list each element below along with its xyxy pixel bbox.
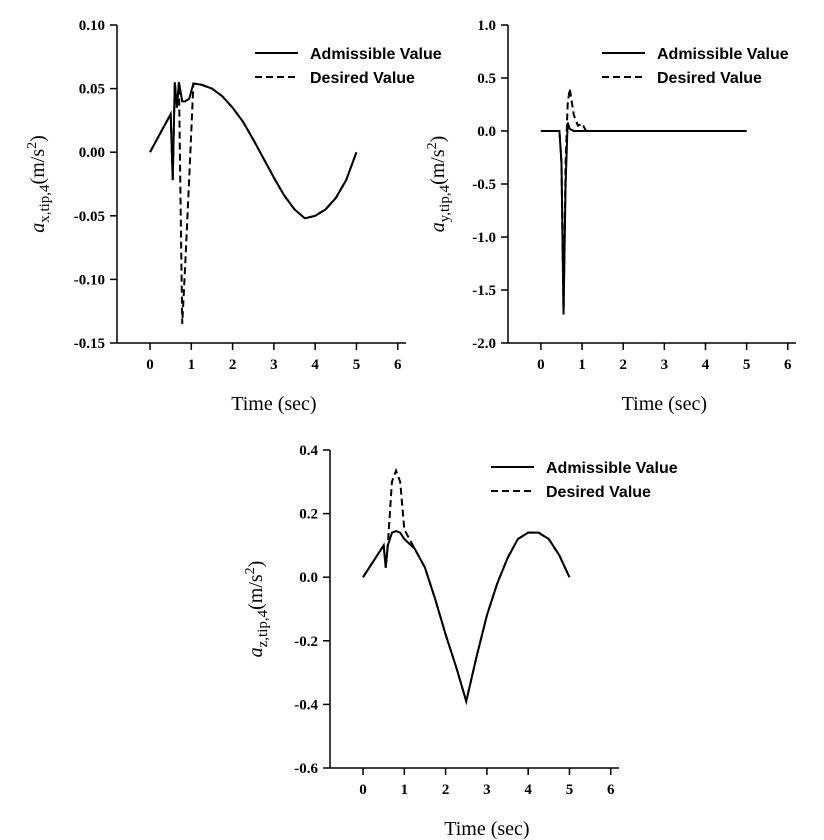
y-tick-label: 0.05 [79, 82, 105, 98]
x-tick-label: 1 [188, 357, 196, 373]
x-tick-label: 1 [401, 782, 409, 798]
y-tick-label: 0.5 [477, 71, 496, 87]
y-label-end: ) [427, 136, 449, 143]
y-tick-label: -2.0 [472, 336, 496, 352]
y-axis-label: az,tip,4(m/s2) [243, 561, 271, 658]
legend-label: Admissible Value [546, 460, 678, 477]
series-line [540, 122, 747, 315]
x-tick-label: 5 [743, 357, 751, 373]
y-label-subscript: x,tip,4 [37, 184, 53, 223]
y-tick-label: -1.5 [472, 283, 496, 299]
y-tick-label: 0.00 [79, 145, 105, 161]
y-tick-label: 0.2 [299, 507, 318, 523]
series-line [540, 88, 747, 315]
x-tick-label: 3 [270, 357, 278, 373]
x-tick-label: 2 [229, 357, 237, 373]
legend-label: Desired Value [657, 70, 762, 87]
y-label-unit: (m/s [245, 574, 267, 610]
y-label-unit: (m/s [427, 149, 449, 185]
y-tick-label: -0.10 [74, 272, 105, 288]
x-tick-label: 6 [607, 782, 615, 798]
y-tick-label: -1.0 [472, 230, 496, 246]
y-tick-label: 0.10 [79, 18, 105, 34]
y-label-symbol: a [27, 223, 49, 233]
y-label-superscript: 2 [243, 567, 258, 574]
y-label-end: ) [245, 561, 267, 568]
y-label-superscript: 2 [425, 142, 440, 149]
y-axis-label: ax,tip,4(m/s2) [25, 135, 53, 233]
x-tick-label: 0 [146, 357, 154, 373]
y-tick-label: 1.0 [477, 18, 496, 34]
x-tick-label: 1 [578, 357, 586, 373]
x-tick-label: 3 [661, 357, 669, 373]
y-label-subscript: y,tip,4 [437, 184, 453, 222]
x-tick-label: 4 [524, 782, 532, 798]
y-label-symbol: a [245, 647, 267, 657]
x-tick-label: 0 [537, 357, 545, 373]
legend-label: Desired Value [310, 70, 415, 87]
x-tick-label: 4 [311, 357, 319, 373]
series-line [362, 467, 571, 706]
series-line [362, 530, 571, 706]
y-tick-label: -0.15 [74, 336, 105, 352]
x-tick-label: 4 [702, 357, 710, 373]
x-tick-label: 0 [359, 782, 367, 798]
x-tick-label: 5 [566, 782, 574, 798]
y-tick-label: -0.5 [472, 177, 496, 193]
y-tick-label: 0.4 [299, 443, 318, 459]
series-line [149, 82, 358, 324]
x-tick-label: 6 [394, 357, 402, 373]
y-label-subscript: z,tip,4 [255, 609, 271, 647]
y-tick-label: 0.0 [299, 570, 318, 586]
x-tick-label: 5 [353, 357, 361, 373]
y-tick-label: -0.05 [74, 209, 105, 225]
y-label-superscript: 2 [25, 142, 40, 149]
y-tick-label: -0.2 [294, 634, 318, 650]
x-tick-label: 2 [619, 357, 627, 373]
y-axis-label: ay,tip,4(m/s2) [425, 136, 453, 233]
legend-label: Desired Value [546, 484, 651, 501]
y-tick-label: -0.4 [294, 697, 318, 713]
y-tick-label: 0.0 [477, 124, 496, 140]
y-label-end: ) [27, 135, 49, 142]
x-axis-label: Time (sec) [622, 393, 707, 415]
x-axis-label: Time (sec) [231, 393, 316, 415]
y-label-symbol: a [427, 222, 449, 232]
x-axis-label: Time (sec) [444, 818, 529, 840]
x-tick-label: 2 [442, 782, 450, 798]
y-label-unit: (m/s [27, 149, 49, 185]
x-tick-label: 3 [483, 782, 491, 798]
legend-label: Admissible Value [310, 46, 442, 63]
x-tick-label: 6 [784, 357, 792, 373]
legend-label: Admissible Value [657, 46, 789, 63]
y-tick-label: -0.6 [294, 761, 318, 777]
